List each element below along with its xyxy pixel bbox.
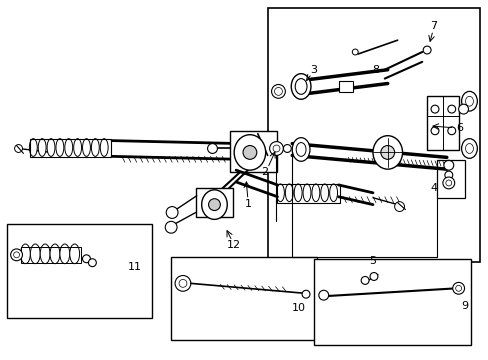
Text: 6: 6	[455, 123, 462, 133]
Circle shape	[175, 275, 190, 291]
Circle shape	[447, 105, 455, 113]
Ellipse shape	[285, 184, 293, 202]
Circle shape	[361, 276, 368, 284]
Text: 12: 12	[226, 240, 241, 250]
Ellipse shape	[291, 74, 310, 99]
Circle shape	[11, 249, 22, 261]
Circle shape	[447, 127, 455, 135]
Bar	[21, 247, 81, 263]
Bar	[267, 8, 479, 262]
Circle shape	[458, 104, 468, 114]
Circle shape	[318, 290, 328, 300]
Circle shape	[443, 160, 453, 170]
Circle shape	[207, 144, 217, 153]
Ellipse shape	[47, 139, 55, 156]
Circle shape	[166, 207, 178, 219]
Circle shape	[444, 171, 452, 179]
Text: 4: 4	[429, 183, 437, 193]
Circle shape	[369, 273, 377, 280]
Circle shape	[283, 145, 291, 152]
Text: 11: 11	[127, 262, 142, 272]
Ellipse shape	[320, 184, 328, 202]
Ellipse shape	[65, 139, 73, 156]
Ellipse shape	[70, 244, 80, 264]
Bar	[195, 188, 233, 217]
Bar	[426, 96, 458, 150]
Circle shape	[208, 199, 220, 211]
Text: 9: 9	[460, 301, 467, 311]
Ellipse shape	[311, 184, 319, 202]
Circle shape	[302, 290, 309, 298]
Ellipse shape	[100, 139, 108, 156]
Circle shape	[88, 259, 96, 267]
Ellipse shape	[461, 91, 476, 111]
Circle shape	[269, 141, 283, 156]
Ellipse shape	[20, 244, 30, 264]
Ellipse shape	[303, 184, 310, 202]
Circle shape	[380, 145, 394, 159]
Bar	[313, 259, 470, 345]
Ellipse shape	[294, 184, 302, 202]
Text: 1: 1	[244, 199, 251, 209]
Circle shape	[442, 177, 454, 189]
Ellipse shape	[91, 139, 99, 156]
Bar	[230, 131, 277, 172]
Text: 10: 10	[291, 303, 305, 313]
Circle shape	[15, 145, 22, 152]
Ellipse shape	[29, 139, 37, 156]
Ellipse shape	[372, 136, 402, 169]
Ellipse shape	[74, 139, 81, 156]
Text: 8: 8	[372, 65, 379, 75]
Circle shape	[243, 145, 256, 159]
Circle shape	[452, 282, 464, 294]
Ellipse shape	[461, 139, 476, 158]
Ellipse shape	[60, 244, 70, 264]
Ellipse shape	[276, 184, 284, 202]
Bar	[277, 184, 339, 203]
Bar	[30, 139, 111, 157]
Ellipse shape	[234, 135, 265, 170]
Circle shape	[82, 255, 90, 263]
Bar	[436, 160, 464, 198]
Ellipse shape	[295, 78, 306, 94]
Ellipse shape	[292, 138, 309, 161]
Circle shape	[394, 202, 404, 212]
Circle shape	[351, 49, 358, 55]
Ellipse shape	[40, 244, 50, 264]
Ellipse shape	[30, 244, 40, 264]
Circle shape	[165, 221, 177, 233]
Text: 7: 7	[429, 21, 437, 31]
Ellipse shape	[329, 184, 337, 202]
Bar	[7, 224, 152, 318]
Circle shape	[430, 105, 438, 113]
Text: 3: 3	[310, 65, 317, 75]
Bar	[338, 81, 352, 93]
Text: 2: 2	[261, 167, 268, 177]
Ellipse shape	[50, 244, 60, 264]
Ellipse shape	[56, 139, 64, 156]
Ellipse shape	[296, 143, 305, 156]
Ellipse shape	[201, 190, 227, 219]
Ellipse shape	[82, 139, 90, 156]
Text: 5: 5	[369, 256, 376, 266]
Circle shape	[271, 85, 285, 98]
Circle shape	[430, 127, 438, 135]
Circle shape	[422, 46, 430, 54]
Ellipse shape	[38, 139, 46, 156]
Bar	[171, 257, 316, 341]
